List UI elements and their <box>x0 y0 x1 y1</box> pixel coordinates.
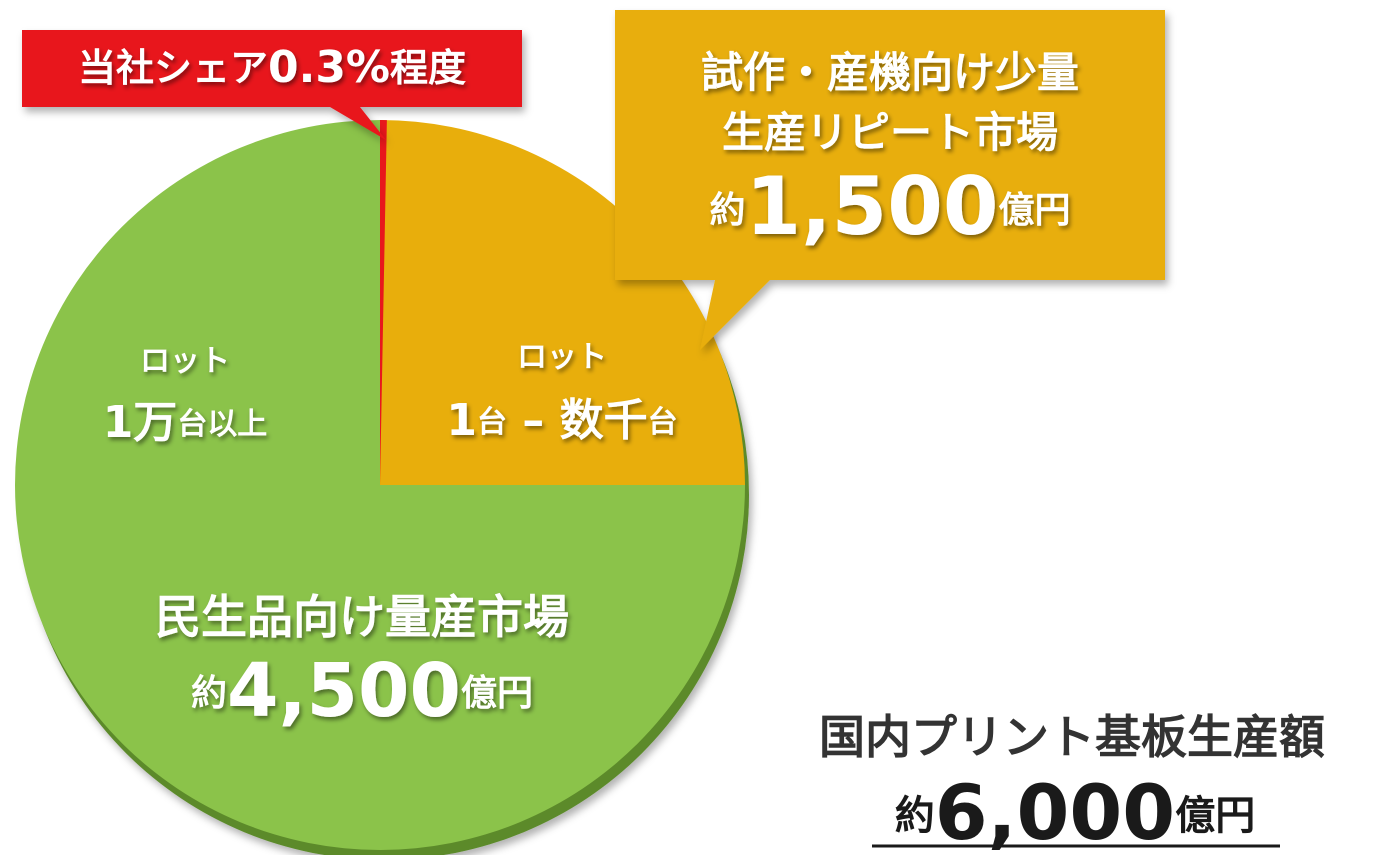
share-label: 当社シェア0.3%程度 <box>78 42 466 93</box>
total-value: 約6,000億円 <box>895 768 1255 855</box>
pie <box>15 120 749 855</box>
lot-title-part: ロット <box>517 340 607 375</box>
share-label-part: 当社シェア <box>78 46 268 90</box>
lot-range-part: – 数千 <box>507 395 648 446</box>
total-value-part: 6,000 <box>935 768 1175 855</box>
lot-range-part: 台以上 <box>177 407 267 442</box>
segment-value-part: 億円 <box>999 190 1071 231</box>
segment-name-part: 試作・産機向け少量 <box>701 48 1079 97</box>
segment-value: 約4,500億円 <box>191 648 533 734</box>
total-label-part: 国内プリント基板生産額 <box>819 710 1325 764</box>
share-slice <box>380 120 387 485</box>
segment-name: 生産リピート市場 <box>722 108 1058 157</box>
total-label: 国内プリント基板生産額 <box>819 710 1325 764</box>
share-label-part: 程度 <box>390 46 466 90</box>
segment-value-part: 約 <box>191 673 227 714</box>
segment-name-part: 生産リピート市場 <box>722 108 1058 157</box>
lot-range-part: 1万 <box>103 397 178 448</box>
segment-value-part: 億円 <box>461 673 533 714</box>
lot-title: ロット <box>140 344 230 379</box>
segment-value-part: 1,500 <box>745 160 998 253</box>
share-callout <box>22 30 522 140</box>
lot-title-part: ロット <box>140 344 230 379</box>
segment-value: 約1,500億円 <box>709 160 1070 253</box>
share-label-part: 0.3% <box>268 42 390 93</box>
total-value-part: 億円 <box>1175 793 1255 839</box>
lot-range-part: 台 <box>648 405 678 440</box>
lot-range: 1万台以上 <box>103 397 268 448</box>
labels: 当社シェア0.3%程度 試作・産機向け少量生産リピート市場約1,500億円ロット1… <box>22 10 1325 855</box>
segment-value-part: 約 <box>709 190 745 231</box>
segment-name: 試作・産機向け少量 <box>701 48 1079 97</box>
segment-callout <box>615 10 1165 350</box>
pie-slice <box>380 120 745 485</box>
total-value-part: 約 <box>895 793 935 839</box>
segment-value-part: 4,500 <box>227 648 461 734</box>
segment-name-part: 民生品向け量産市場 <box>155 590 569 644</box>
lot-range-part: 台 <box>477 405 507 440</box>
lot-title: ロット <box>517 340 607 375</box>
lot-range-part: 1 <box>446 395 477 446</box>
segment-name: 民生品向け量産市場 <box>155 590 569 644</box>
lot-range: 1台 – 数千台 <box>446 395 677 446</box>
